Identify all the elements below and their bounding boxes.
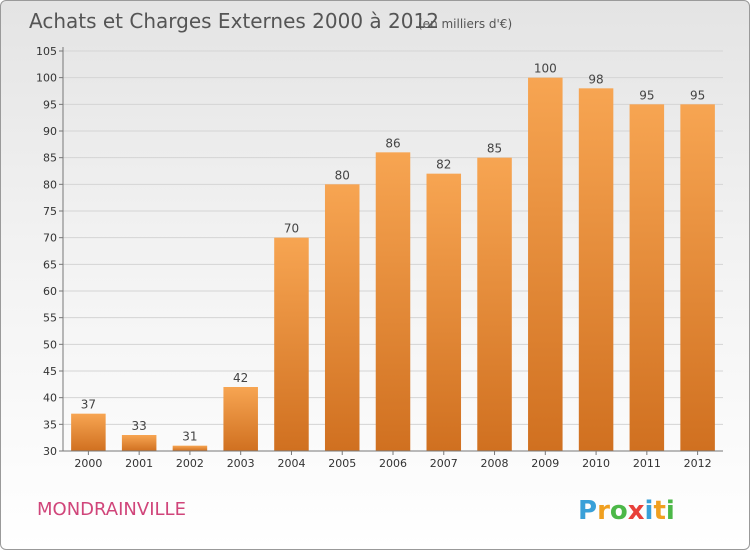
y-tick-label: 95 (43, 98, 57, 111)
x-tick-label-2006: 2006 (379, 457, 407, 470)
value-label-2009: 100 (534, 62, 557, 76)
bar-2011 (629, 104, 665, 451)
x-tick-label-2011: 2011 (633, 457, 661, 470)
bar-2006 (375, 152, 411, 452)
bar-2009 (528, 77, 563, 452)
bar-2007 (426, 173, 462, 451)
value-label-2011: 95 (639, 88, 654, 102)
y-tick-label: 45 (43, 365, 57, 378)
logo-letter: x (628, 496, 645, 526)
value-label-2001: 33 (132, 419, 147, 433)
bar-2002 (172, 445, 208, 451)
logo-letter: t (653, 496, 665, 526)
y-tick-label: 100 (36, 72, 57, 85)
bar-2005 (324, 184, 360, 452)
y-tick-label: 90 (43, 125, 57, 138)
y-tick-label: 80 (43, 178, 57, 191)
x-tick-label-2010: 2010 (582, 457, 610, 470)
x-tick-label-2007: 2007 (430, 457, 458, 470)
bar-2010 (578, 88, 614, 451)
y-tick-label: 75 (43, 205, 57, 218)
bar-2001 (121, 435, 157, 451)
x-tick-label-2002: 2002 (176, 457, 204, 470)
chart-unit: (en milliers d'€) (418, 17, 512, 31)
y-tick-label: 65 (43, 258, 57, 271)
value-label-2000: 37 (81, 398, 96, 412)
bars: 37 33 31 42 70 80 86 82 85 100 98 95 95 (71, 62, 715, 452)
y-tick-label: 30 (43, 445, 57, 458)
x-tick-label-2000: 2000 (74, 457, 102, 470)
y-tick-label: 70 (43, 232, 57, 245)
value-label-2004: 70 (284, 222, 299, 236)
town-name: MONDRAINVILLE (37, 499, 186, 520)
value-label-2005: 80 (335, 168, 350, 182)
value-label-2003: 42 (233, 371, 248, 385)
logo-letter: P (578, 496, 597, 526)
y-tick-label: 55 (43, 312, 57, 325)
x-tick-label-2012: 2012 (684, 457, 712, 470)
x-tick-label-2005: 2005 (328, 457, 356, 470)
axes: 30 35 40 45 50 55 60 65 70 75 80 85 90 95 100 105 2000 20… (36, 45, 723, 470)
y-tick-label: 40 (43, 392, 57, 405)
logo-letter: i (666, 496, 675, 526)
chart-title: Achats et Charges Externes 2000 à 2012 (29, 9, 439, 33)
logo-letter: o (610, 496, 628, 526)
logo-letter: r (597, 496, 610, 526)
bar-2012 (680, 104, 715, 451)
bar-2000 (71, 413, 106, 451)
logo-letter: i (645, 496, 654, 526)
y-tick-label: 60 (43, 285, 57, 298)
value-label-2007: 82 (436, 158, 451, 172)
value-label-2010: 98 (588, 72, 603, 86)
x-tick-label-2004: 2004 (277, 457, 305, 470)
y-tick-label: 50 (43, 338, 57, 351)
x-tick-label-2009: 2009 (531, 457, 559, 470)
proxiti-logo: Proxiti (578, 496, 675, 526)
y-tick-label: 35 (43, 418, 57, 431)
value-label-2012: 95 (690, 88, 705, 102)
bar-2004 (274, 237, 309, 451)
x-tick-label-2008: 2008 (481, 457, 509, 470)
bar-2008 (477, 157, 512, 451)
value-label-2002: 31 (182, 430, 197, 444)
y-tick-label: 105 (36, 45, 57, 58)
bar-2003 (223, 387, 258, 451)
y-tick-label: 85 (43, 152, 57, 165)
value-label-2006: 86 (385, 136, 400, 150)
x-tick-label-2003: 2003 (227, 457, 255, 470)
value-label-2008: 85 (487, 142, 502, 156)
x-tick-label-2001: 2001 (125, 457, 153, 470)
